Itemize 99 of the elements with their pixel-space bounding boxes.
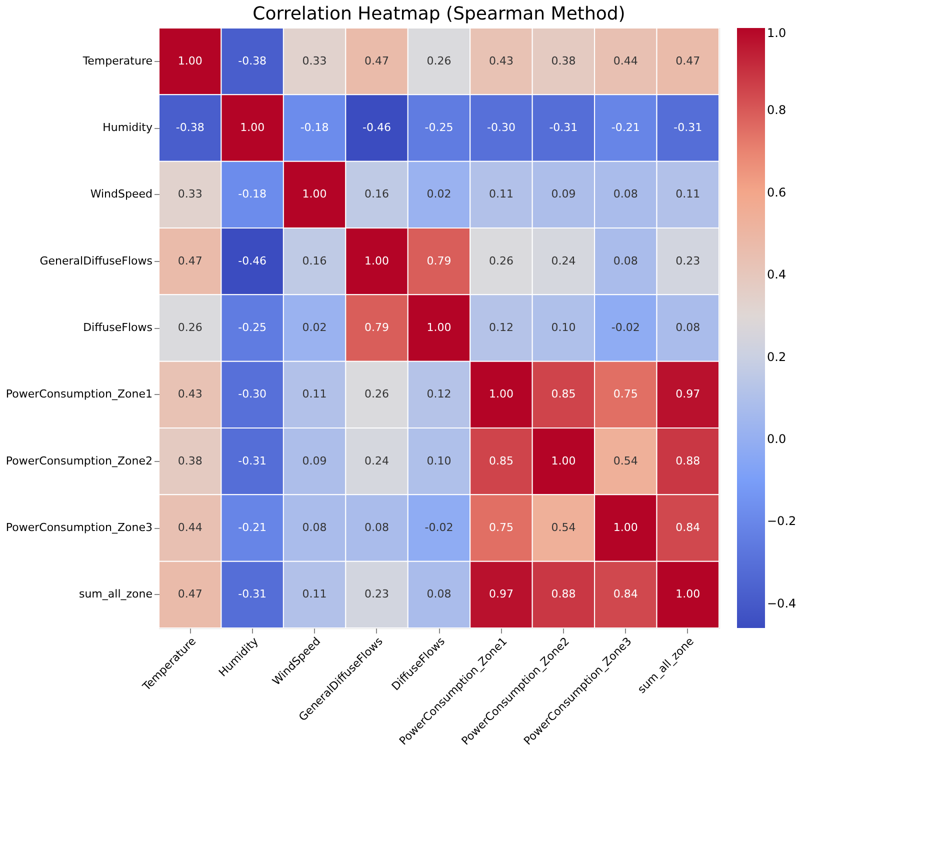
data-label: 0.85 — [488, 454, 514, 468]
data-label: 1.00 — [364, 254, 390, 268]
y-tick-label: DiffuseFlows — [83, 321, 153, 334]
data-label: -0.30 — [486, 121, 516, 134]
data-label: 0.44 — [178, 521, 202, 534]
data-label: 0.33 — [178, 188, 202, 201]
color-bar-label: 1.0 — [767, 26, 786, 40]
data-label: -0.02 — [611, 321, 640, 334]
data-label: 0.10 — [426, 454, 452, 468]
data-label: -0.30 — [238, 388, 267, 401]
data-label: -0.21 — [611, 121, 640, 134]
data-label: 0.09 — [551, 188, 576, 201]
data-label: 0.97 — [676, 388, 700, 401]
data-label: 0.12 — [488, 321, 514, 334]
data-label: 0.85 — [551, 388, 576, 401]
data-label: 0.47 — [676, 54, 700, 68]
data-label: 0.02 — [426, 188, 452, 201]
data-label: 0.08 — [613, 254, 638, 268]
data-label: 0.33 — [302, 54, 327, 68]
data-label: 0.08 — [613, 188, 638, 201]
data-label: -0.18 — [238, 188, 267, 201]
data-label: -0.38 — [176, 121, 204, 134]
data-label: 0.44 — [613, 54, 638, 68]
data-label: 0.75 — [613, 388, 638, 401]
y-tick-label: GeneralDiffuseFlows — [40, 254, 153, 268]
data-label: 1.00 — [488, 388, 514, 401]
data-label: 0.54 — [613, 454, 638, 468]
y-tick-label: sum_all_zone — [78, 588, 153, 601]
data-label: 0.38 — [178, 454, 202, 468]
data-label: 0.16 — [302, 254, 327, 268]
color-bar-label: −0.4 — [767, 596, 796, 610]
data-label: 0.11 — [302, 588, 327, 601]
y-tick-label: PowerConsumption_Zone1 — [6, 388, 152, 401]
data-label: -0.31 — [238, 588, 267, 601]
data-label: 0.47 — [178, 254, 202, 268]
data-label: 0.16 — [364, 188, 390, 201]
color-bar-label: 0.4 — [767, 268, 786, 282]
data-label: 0.08 — [364, 521, 390, 534]
data-label: 0.79 — [364, 321, 390, 334]
data-label: 0.24 — [551, 254, 576, 268]
data-label: 0.43 — [488, 54, 514, 68]
data-label: 0.26 — [488, 254, 514, 268]
color-bar-label: 0.2 — [767, 350, 786, 364]
data-label: 0.75 — [488, 521, 514, 534]
data-label: -0.25 — [424, 121, 454, 134]
data-label: 0.11 — [302, 388, 327, 401]
data-label: -0.21 — [238, 521, 267, 534]
data-label: 0.26 — [178, 321, 202, 334]
data-label: -0.31 — [674, 121, 702, 134]
data-label: 1.00 — [676, 588, 700, 601]
y-tick-label: PowerConsumption_Zone3 — [6, 521, 152, 534]
data-label: 0.23 — [676, 254, 700, 268]
data-label: 1.00 — [178, 54, 202, 68]
data-label: 0.24 — [364, 454, 390, 468]
data-label: 1.00 — [240, 121, 265, 134]
data-label: -0.31 — [549, 121, 578, 134]
color-bar-label: −0.2 — [767, 514, 796, 528]
data-label: 0.08 — [676, 321, 700, 334]
data-label: -0.18 — [300, 121, 329, 134]
chart-title: Correlation Heatmap (Spearman Method) — [252, 4, 626, 24]
data-label: 0.12 — [426, 388, 452, 401]
data-label: 1.00 — [426, 321, 452, 334]
data-label: 0.08 — [426, 588, 452, 601]
color-bar-label: 0.6 — [767, 185, 786, 200]
y-tick-label: Temperature — [82, 54, 153, 68]
data-label: 0.88 — [551, 588, 576, 601]
data-label: -0.46 — [362, 121, 392, 134]
color-bar-label: 0.8 — [767, 103, 786, 118]
data-label: 0.43 — [178, 388, 202, 401]
data-label: -0.38 — [238, 54, 267, 68]
y-tick-label: Humidity — [102, 121, 153, 134]
data-label: 0.84 — [676, 521, 700, 534]
data-label: 0.23 — [364, 588, 390, 601]
data-label: 0.09 — [302, 454, 327, 468]
data-label: 0.02 — [302, 321, 327, 334]
data-label: 0.11 — [676, 188, 700, 201]
data-label: 1.00 — [302, 188, 327, 201]
data-label: -0.25 — [238, 321, 267, 334]
data-label: 0.38 — [551, 54, 576, 68]
data-label: -0.46 — [238, 254, 267, 268]
data-label: 0.88 — [676, 454, 700, 468]
data-label: 0.10 — [551, 321, 576, 334]
y-tick-label: WindSpeed — [90, 188, 152, 201]
data-label: 0.47 — [178, 588, 202, 601]
data-label: 0.26 — [364, 388, 390, 401]
data-label: 0.54 — [551, 521, 576, 534]
data-label: 0.84 — [613, 588, 638, 601]
data-label: 0.97 — [488, 588, 514, 601]
data-label: -0.02 — [424, 521, 454, 534]
data-label: 1.00 — [613, 521, 638, 534]
data-label: 0.47 — [364, 54, 390, 68]
data-label: 0.26 — [426, 54, 452, 68]
data-label: 0.11 — [488, 188, 514, 201]
data-label: 1.00 — [551, 454, 576, 468]
y-tick-label: PowerConsumption_Zone2 — [6, 454, 152, 468]
data-label: 0.79 — [426, 254, 452, 268]
data-label: 0.08 — [302, 521, 327, 534]
color-bar-label: 0.0 — [767, 432, 786, 446]
data-label: -0.31 — [238, 454, 267, 468]
